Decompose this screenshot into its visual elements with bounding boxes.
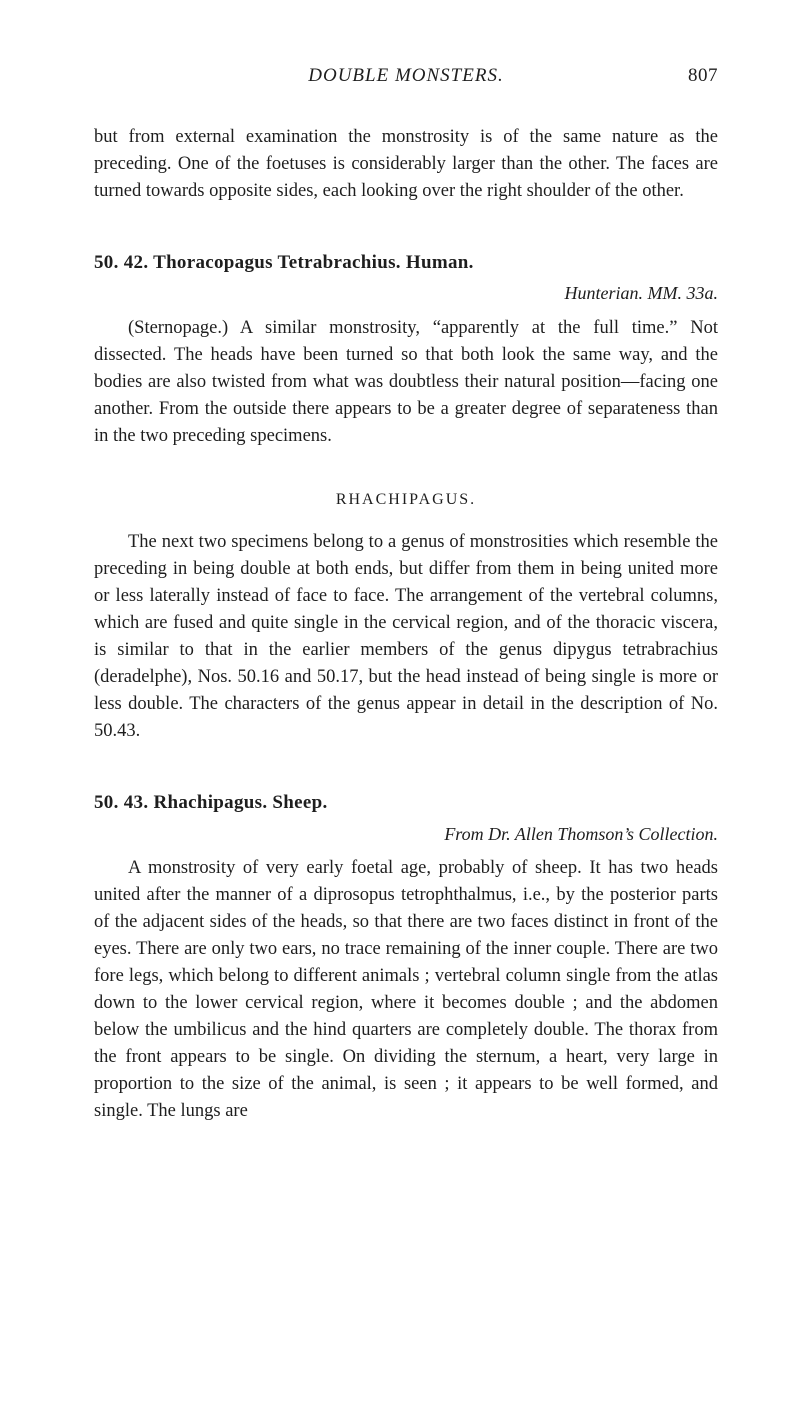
entry-heading-50-42: 50. 42. Thoracopagus Tetrabrachius. Huma… xyxy=(94,249,718,277)
entry-subnumber: 43. xyxy=(124,792,149,813)
section-heading-rhachipagus: RHACHIPAGUS. xyxy=(94,488,718,511)
continuation-paragraph: but from external examination the monstr… xyxy=(94,124,718,205)
page-number: 807 xyxy=(658,62,718,90)
entry-subnumber: 42. xyxy=(124,252,149,273)
entry-heading-50-43: 50. 43. Rhachipagus. Sheep. xyxy=(94,789,718,817)
entry-title: Thoracopagus Tetrabrachius. Human. xyxy=(153,252,474,273)
book-page: DOUBLE MONSTERS. 807 but from external e… xyxy=(0,0,800,1419)
entry-number: 50. xyxy=(94,792,119,813)
entry-title: Rhachipagus. Sheep. xyxy=(153,792,327,813)
entry-body-50-42: (Sternopage.) A similar monstrosity, “ap… xyxy=(94,315,718,450)
entry-source-50-43: From Dr. Allen Thomson’s Collection. xyxy=(94,821,718,847)
entry-body-50-43: A monstrosity of very early foetal age, … xyxy=(94,855,718,1125)
running-title: DOUBLE MONSTERS. xyxy=(154,62,658,90)
entry-source-50-42: Hunterian. MM. 33a. xyxy=(94,280,718,306)
rhachipagus-intro: The next two specimens belong to a genus… xyxy=(94,529,718,745)
running-head: DOUBLE MONSTERS. 807 xyxy=(94,62,718,90)
entry-number: 50. xyxy=(94,252,119,273)
